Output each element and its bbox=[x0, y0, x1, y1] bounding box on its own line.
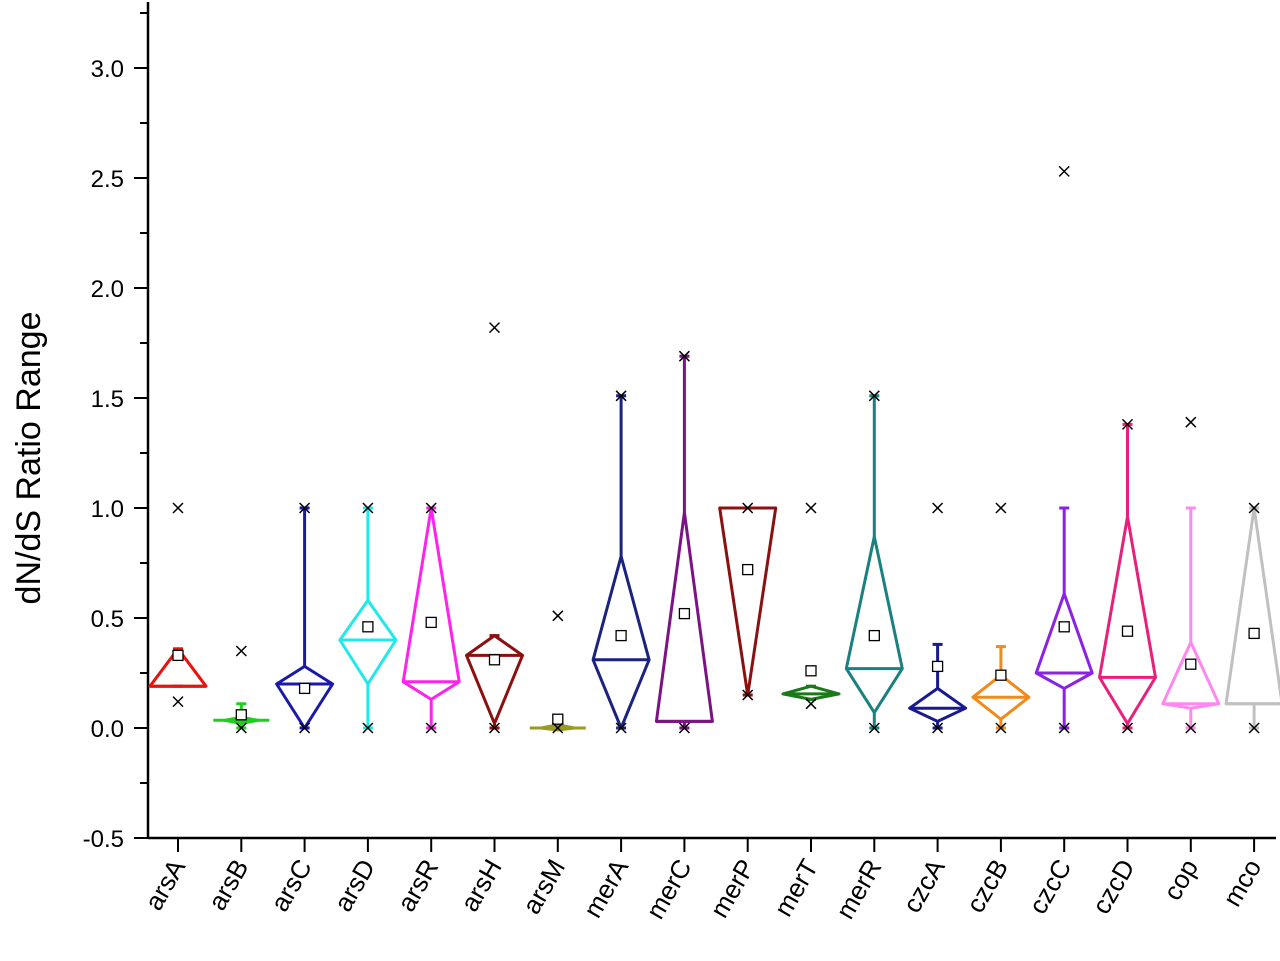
box-shape bbox=[718, 506, 778, 697]
min-marker bbox=[932, 722, 944, 734]
max-marker bbox=[1248, 502, 1260, 514]
mean-marker bbox=[235, 709, 247, 721]
max-marker bbox=[235, 645, 247, 657]
y-axis-title: dN/dS Ratio Range bbox=[10, 312, 48, 605]
box-shape bbox=[1034, 592, 1094, 690]
x-category-label: mco bbox=[1217, 854, 1268, 912]
box-shape bbox=[971, 673, 1031, 721]
x-category-label: czcC bbox=[1023, 854, 1078, 919]
x-category-label: czcB bbox=[960, 854, 1014, 918]
min-marker bbox=[552, 722, 564, 734]
max-marker bbox=[932, 502, 944, 514]
mean-marker bbox=[488, 654, 501, 666]
min-marker bbox=[362, 722, 374, 734]
mean-marker bbox=[1121, 625, 1134, 637]
mean-marker bbox=[931, 660, 944, 673]
y-tick-label: 2.5 bbox=[91, 166, 124, 193]
x-category-label: arsB bbox=[202, 854, 255, 915]
mean-marker bbox=[868, 629, 880, 642]
max-marker bbox=[742, 502, 754, 514]
box-shape bbox=[465, 634, 524, 726]
box-shape bbox=[338, 598, 398, 686]
min-marker bbox=[1248, 722, 1260, 734]
x-category-label: arsR bbox=[391, 854, 444, 917]
mean-marker bbox=[298, 682, 311, 695]
min-marker bbox=[1185, 722, 1197, 734]
box-shape bbox=[844, 535, 904, 715]
mean-marker bbox=[1185, 658, 1197, 670]
mean-marker bbox=[1248, 627, 1260, 640]
mean-marker bbox=[615, 629, 627, 642]
mean-marker bbox=[552, 713, 564, 725]
x-category-label: merP bbox=[704, 854, 761, 923]
min-marker bbox=[488, 722, 501, 734]
y-tick-label: 1.5 bbox=[91, 386, 124, 413]
max-marker bbox=[995, 502, 1007, 514]
mean-marker bbox=[1058, 621, 1070, 633]
x-category-label: czcD bbox=[1086, 854, 1141, 919]
box-shape bbox=[591, 554, 651, 730]
box-shape bbox=[908, 686, 968, 723]
x-category-label: merC bbox=[640, 854, 698, 924]
max-marker bbox=[678, 350, 690, 362]
mean-marker bbox=[425, 616, 437, 629]
y-tick-label: -0.5 bbox=[83, 826, 124, 853]
mean-marker bbox=[678, 607, 691, 620]
mean-marker bbox=[995, 669, 1007, 681]
max-marker bbox=[172, 502, 184, 514]
max-marker bbox=[1121, 418, 1134, 430]
mean-marker bbox=[805, 665, 817, 677]
x-category-label: arsC bbox=[264, 854, 317, 917]
x-category-label: merT bbox=[768, 854, 824, 922]
y-tick-label: 0.0 bbox=[91, 716, 124, 743]
y-tick-label: 0.5 bbox=[91, 606, 124, 633]
mean-marker bbox=[172, 649, 184, 662]
box-shape bbox=[1224, 506, 1280, 706]
mean-marker bbox=[362, 621, 374, 633]
box-shape bbox=[401, 506, 461, 701]
y-tick-label: 2.0 bbox=[91, 276, 124, 303]
max-marker bbox=[868, 390, 880, 402]
y-tick-label: 3.0 bbox=[91, 56, 124, 83]
min-marker bbox=[995, 722, 1007, 734]
min-marker bbox=[1058, 722, 1070, 734]
x-category-label: arsH bbox=[454, 854, 507, 917]
min-marker bbox=[678, 722, 690, 734]
x-category-label: czcA bbox=[897, 853, 951, 917]
x-category-label: merA bbox=[577, 853, 634, 922]
min-marker bbox=[425, 722, 437, 734]
box-shape bbox=[781, 684, 841, 701]
box-shape bbox=[1161, 640, 1221, 710]
min-marker bbox=[742, 689, 754, 701]
x-category-label: arsA bbox=[138, 853, 191, 915]
max-marker bbox=[615, 390, 627, 402]
x-category-label: merR bbox=[830, 854, 888, 924]
min-marker bbox=[1121, 722, 1134, 734]
max-marker bbox=[488, 322, 501, 334]
x-category-label: cop bbox=[1157, 854, 1204, 905]
max-marker bbox=[805, 502, 817, 514]
mean-marker bbox=[742, 563, 754, 576]
min-marker bbox=[615, 722, 627, 734]
min-marker bbox=[868, 722, 880, 734]
x-category-label: arsM bbox=[516, 854, 571, 919]
y-tick-label: 1.0 bbox=[91, 496, 124, 523]
max-marker bbox=[299, 502, 311, 514]
min-marker bbox=[299, 722, 311, 734]
max-marker bbox=[1185, 416, 1197, 428]
min-marker bbox=[805, 698, 817, 710]
min-marker bbox=[172, 696, 184, 708]
max-marker bbox=[552, 610, 564, 622]
max-marker bbox=[362, 502, 374, 514]
min-marker bbox=[235, 722, 247, 734]
max-marker bbox=[1058, 165, 1070, 177]
box-shape bbox=[1098, 515, 1157, 726]
max-marker bbox=[425, 502, 437, 514]
box-shape bbox=[275, 664, 335, 730]
x-category-label: arsD bbox=[328, 854, 381, 917]
